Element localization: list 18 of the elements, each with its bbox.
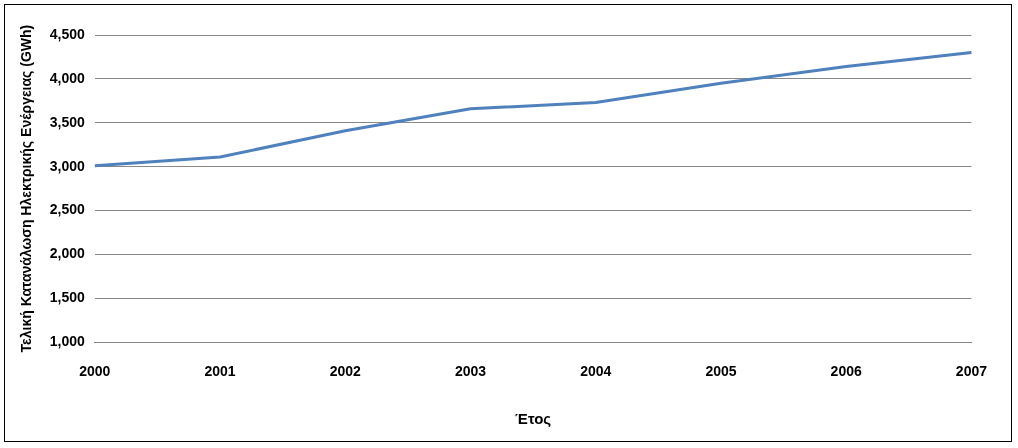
y-tick-label: 2,500 [49, 201, 86, 218]
y-tick-label: 1,500 [49, 289, 86, 306]
x-tick-label: 2002 [329, 363, 362, 380]
x-axis-title: Έτος [515, 410, 552, 428]
x-tick-label: 2000 [79, 363, 111, 380]
y-tick-label: 4,000 [49, 69, 86, 86]
y-tick-label: 2,000 [49, 245, 86, 262]
x-tick-label: 2004 [580, 363, 612, 380]
x-tick-label: 2001 [204, 363, 236, 380]
y-tick-label: 3,500 [49, 113, 86, 130]
x-tick-label: 2006 [830, 363, 862, 380]
y-tick-label: 4,500 [49, 25, 86, 42]
y-axis-title: Τελική Κατανάλωση Ηλεκτρικής Ενέργειας (GWh) [18, 24, 35, 353]
y-tick-label: 1,000 [49, 333, 86, 350]
x-tick-label: 2007 [955, 363, 988, 380]
x-tick-label: 2003 [454, 363, 487, 380]
y-tick-label: 3,000 [49, 157, 86, 174]
x-tick-label: 2005 [705, 363, 737, 380]
